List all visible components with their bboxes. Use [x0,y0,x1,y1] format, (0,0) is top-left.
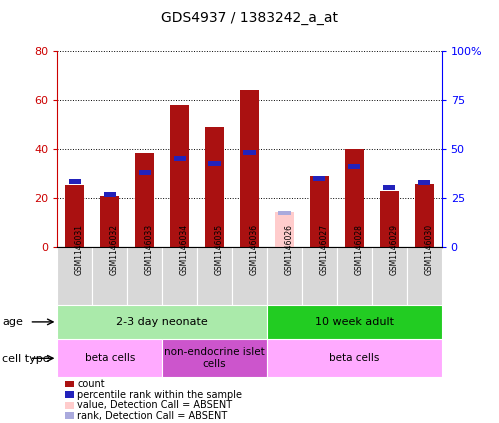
Text: value, Detection Call = ABSENT: value, Detection Call = ABSENT [77,400,233,410]
Text: GSM1146035: GSM1146035 [215,224,224,275]
Bar [135,153,154,247]
Text: GSM1146032: GSM1146032 [110,224,119,275]
Bar [345,149,364,247]
Bar [162,247,197,305]
Bar [267,305,442,339]
Bar [348,164,360,169]
Text: count: count [77,379,105,389]
Bar [174,157,186,162]
Bar [380,191,399,247]
Bar [240,90,259,247]
Bar [302,247,337,305]
Text: GSM1146030: GSM1146030 [424,224,433,275]
Text: percentile rank within the sample: percentile rank within the sample [77,390,243,400]
Bar [65,185,84,247]
Text: non-endocrine islet
cells: non-endocrine islet cells [164,347,265,369]
Bar [407,247,442,305]
Text: GSM1146033: GSM1146033 [145,224,154,275]
Bar [383,185,395,190]
Bar [127,247,162,305]
Bar [310,176,329,247]
Bar [418,180,430,185]
Bar [100,196,119,247]
Bar [267,339,442,377]
Bar [275,212,294,247]
Text: beta cells: beta cells [85,353,135,363]
Text: GSM1146031: GSM1146031 [75,224,84,275]
Text: 2-3 day neonate: 2-3 day neonate [116,317,208,327]
Bar [57,305,267,339]
Bar [205,127,224,247]
Text: GDS4937 / 1383242_a_at: GDS4937 / 1383242_a_at [161,11,338,25]
Text: cell type: cell type [2,354,50,364]
Bar [415,184,434,247]
Bar [57,247,92,305]
Bar [209,162,221,166]
Bar [372,247,407,305]
Bar [232,247,267,305]
Text: 10 week adult: 10 week adult [315,317,394,327]
Bar [197,247,232,305]
Bar [267,247,302,305]
Bar [170,105,189,247]
Bar [162,339,267,377]
Text: GSM1146027: GSM1146027 [319,224,328,275]
Text: GSM1146034: GSM1146034 [180,224,189,275]
Text: GSM1146029: GSM1146029 [389,224,398,275]
Text: GSM1146028: GSM1146028 [354,224,363,275]
Text: rank, Detection Call = ABSENT: rank, Detection Call = ABSENT [77,411,228,421]
Bar [337,247,372,305]
Bar [278,211,290,215]
Text: GSM1146036: GSM1146036 [250,224,258,275]
Bar [244,150,255,155]
Text: GSM1146026: GSM1146026 [284,224,293,275]
Bar [313,176,325,181]
Bar [104,192,116,197]
Bar [69,179,81,184]
Text: beta cells: beta cells [329,353,379,363]
Bar [57,339,162,377]
Bar [139,170,151,175]
Text: age: age [2,317,23,327]
Bar [92,247,127,305]
